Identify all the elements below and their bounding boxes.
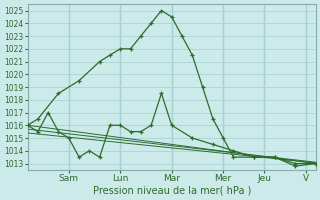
X-axis label: Pression niveau de la mer( hPa ): Pression niveau de la mer( hPa ) [92,186,251,196]
